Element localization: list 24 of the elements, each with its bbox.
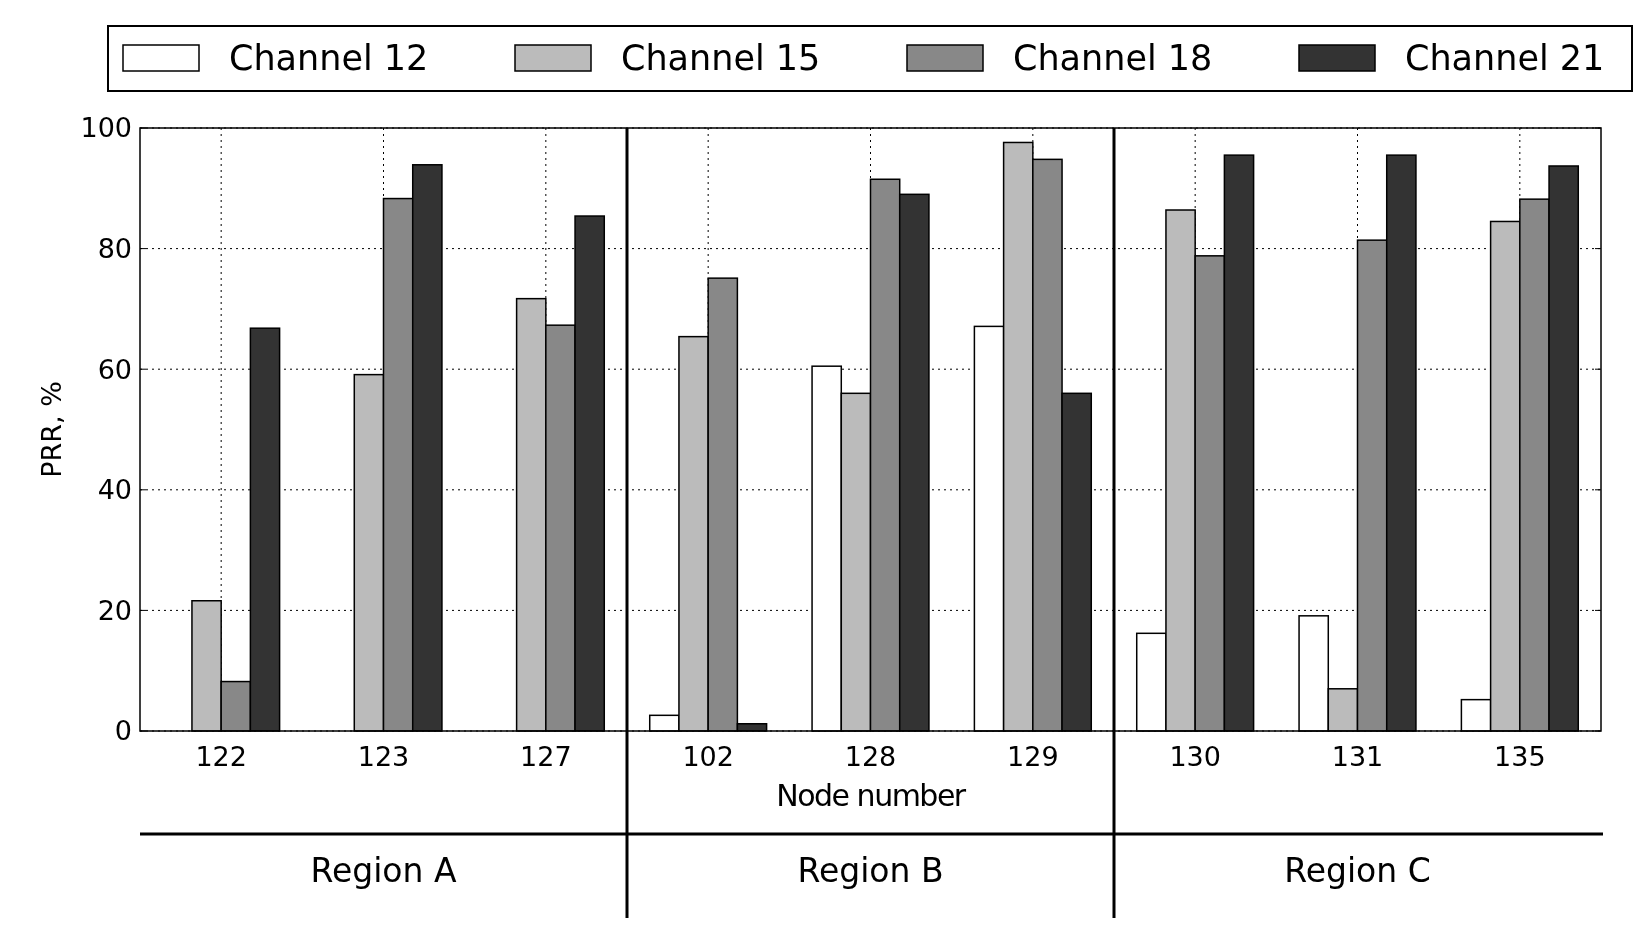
legend-label: Channel 21 [1405, 38, 1605, 79]
x-tick-label: 127 [520, 741, 572, 772]
x-tick-label: 129 [1007, 741, 1059, 772]
x-tick-label: 128 [844, 741, 897, 772]
text: Region C [1284, 851, 1431, 890]
x-tick-label: 130 [1169, 741, 1221, 772]
y-tick-label: 100 [80, 112, 132, 144]
y-axis-title: PRR, % [36, 381, 67, 478]
x-tick-label: 131 [1331, 741, 1384, 772]
y-tick-label: 20 [97, 594, 132, 626]
x-tick-label: 135 [1494, 741, 1546, 772]
x-tick-label: 122 [195, 741, 247, 772]
legend-label: Channel 18 [1013, 38, 1213, 79]
text: Region B [797, 851, 944, 890]
x-tick-label: 102 [682, 741, 734, 772]
y-tick-label: 60 [97, 353, 132, 385]
y-tick-label: 80 [97, 233, 132, 265]
text: Region A [310, 851, 457, 890]
y-tick-label: 40 [97, 474, 132, 506]
x-axis-title: Node number [776, 778, 967, 813]
legend-label: Channel 12 [229, 38, 429, 79]
y-tick-label: 0 [114, 715, 132, 747]
x-tick-label: 123 [357, 741, 410, 772]
legend-label: Channel 15 [621, 38, 821, 79]
